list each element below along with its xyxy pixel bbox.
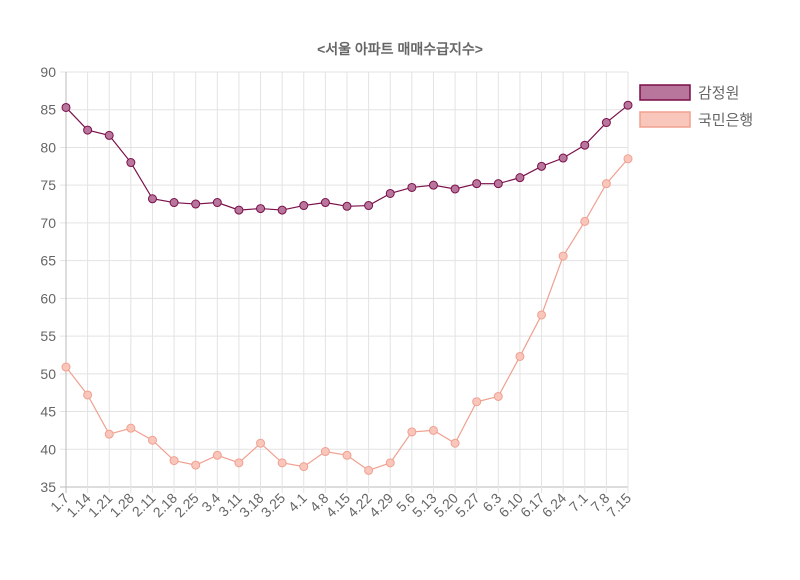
data-point	[623, 100, 633, 110]
data-point	[320, 447, 330, 457]
data-point	[169, 198, 179, 208]
y-tick-label: 35	[40, 479, 56, 495]
data-point	[277, 205, 287, 215]
data-point	[472, 179, 482, 189]
data-point	[558, 153, 568, 163]
data-point	[83, 390, 93, 400]
data-point	[623, 154, 633, 164]
y-tick-label: 70	[40, 215, 56, 231]
y-tick-label: 45	[40, 404, 56, 420]
x-tick-label: 7.15	[604, 490, 635, 521]
y-tick-label: 90	[40, 64, 56, 80]
data-point	[234, 458, 244, 468]
x-tick-label: 6.24	[539, 490, 570, 521]
y-tick-label: 65	[40, 253, 56, 269]
data-point	[580, 216, 590, 226]
data-point	[320, 198, 330, 208]
data-point	[61, 362, 71, 372]
data-point	[407, 182, 417, 192]
data-point	[256, 204, 266, 214]
data-point	[299, 462, 309, 472]
data-point	[61, 102, 71, 112]
y-tick-label: 80	[40, 139, 56, 155]
data-point	[515, 173, 525, 183]
x-tick-label: 4.29	[366, 490, 397, 521]
data-point	[537, 310, 547, 320]
data-point	[234, 205, 244, 215]
legend-label: 국민은행	[698, 112, 753, 129]
data-point	[342, 450, 352, 460]
data-point	[104, 130, 114, 140]
y-tick-label: 50	[40, 366, 56, 382]
y-tick-label: 60	[40, 290, 56, 306]
data-point	[212, 450, 222, 460]
data-point	[558, 251, 568, 261]
x-tick-label: 7.1	[566, 490, 591, 515]
data-point	[342, 201, 352, 211]
data-point	[493, 391, 503, 401]
data-point	[428, 180, 438, 190]
data-point	[450, 184, 460, 194]
series-1	[61, 154, 633, 475]
data-point	[277, 458, 287, 468]
data-point	[385, 188, 395, 198]
data-point	[104, 429, 114, 439]
data-point	[385, 458, 395, 468]
data-point	[256, 438, 266, 448]
data-point	[428, 425, 438, 435]
legend-label: 감정원	[698, 85, 739, 102]
legend-swatch	[639, 111, 691, 128]
data-point	[299, 201, 309, 211]
data-point	[212, 198, 222, 208]
y-tick-label: 75	[40, 177, 56, 193]
y-tick-label: 55	[40, 328, 56, 344]
legend-swatch	[639, 84, 691, 101]
data-point	[191, 199, 201, 209]
data-point	[83, 125, 93, 135]
data-point	[601, 179, 611, 189]
data-point	[537, 161, 547, 171]
data-point	[601, 118, 611, 128]
x-tick-label: 2.25	[171, 490, 202, 521]
data-point	[169, 456, 179, 466]
data-point	[126, 423, 136, 433]
data-point	[493, 179, 503, 189]
data-point	[364, 201, 374, 211]
x-tick-label: 4.1	[285, 490, 310, 515]
data-point	[472, 397, 482, 407]
y-tick-label: 40	[40, 441, 56, 457]
series-0	[61, 100, 633, 215]
data-point	[147, 194, 157, 204]
data-point	[407, 427, 417, 437]
data-point	[364, 465, 374, 475]
data-point	[191, 460, 201, 470]
data-point	[450, 438, 460, 448]
data-point	[580, 140, 590, 150]
y-tick-label: 85	[40, 102, 56, 118]
x-tick-label: 3.25	[258, 490, 289, 521]
data-point	[147, 435, 157, 445]
data-point	[126, 158, 136, 168]
x-tick-label: 5.27	[452, 490, 483, 521]
data-point	[515, 351, 525, 361]
chart-title: <서울 아파트 매매수급지수>	[317, 41, 483, 57]
